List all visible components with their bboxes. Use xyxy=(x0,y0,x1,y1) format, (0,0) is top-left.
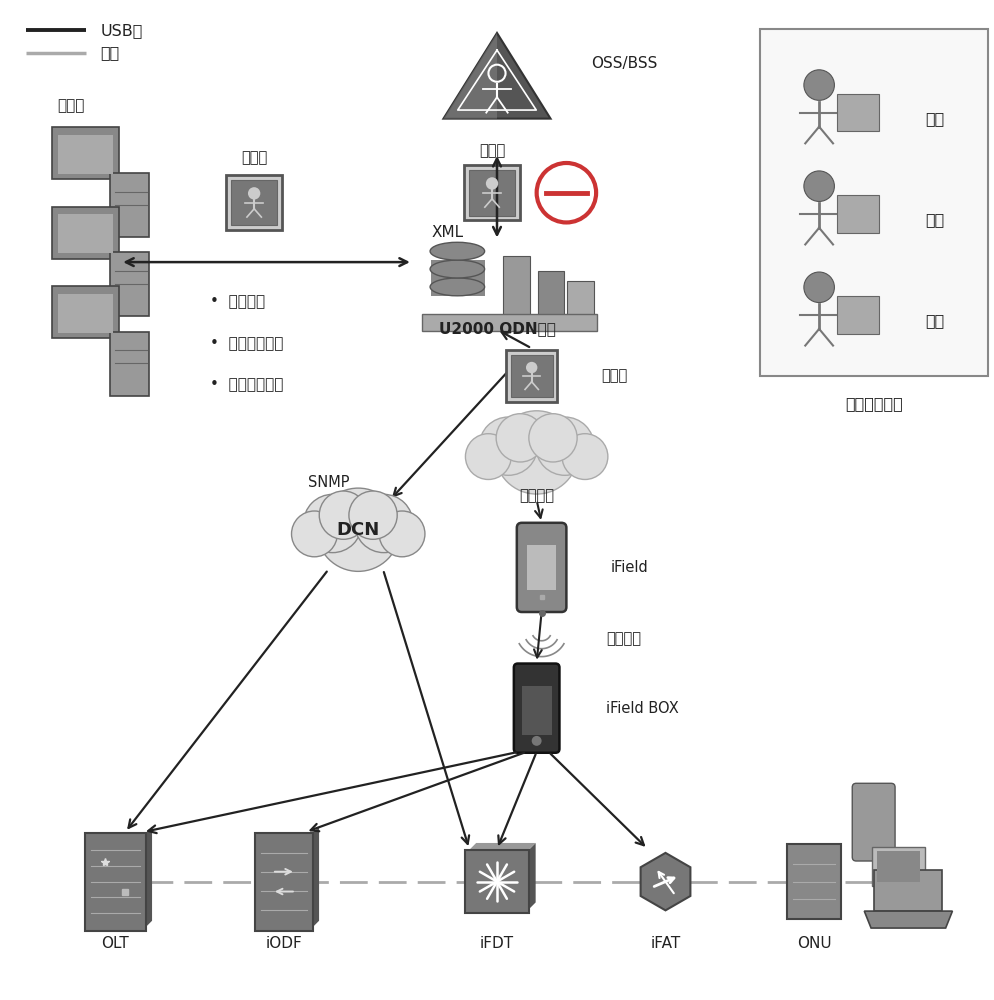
FancyBboxPatch shape xyxy=(538,271,565,328)
Circle shape xyxy=(319,491,368,539)
Circle shape xyxy=(496,414,545,462)
Text: U2000 ODN网管: U2000 ODN网管 xyxy=(438,322,556,337)
Text: iFAT: iFAT xyxy=(650,936,681,951)
FancyBboxPatch shape xyxy=(109,332,149,396)
Circle shape xyxy=(479,417,538,475)
Text: DCN: DCN xyxy=(337,521,380,539)
Polygon shape xyxy=(640,853,691,910)
FancyBboxPatch shape xyxy=(877,851,920,882)
Circle shape xyxy=(379,511,425,557)
Circle shape xyxy=(532,736,542,746)
Text: 黑客: 黑客 xyxy=(925,111,944,126)
Ellipse shape xyxy=(430,242,485,260)
Polygon shape xyxy=(875,870,942,911)
Text: OSS/BSS: OSS/BSS xyxy=(591,56,658,71)
FancyBboxPatch shape xyxy=(52,207,119,259)
Circle shape xyxy=(486,177,498,190)
FancyBboxPatch shape xyxy=(503,256,530,328)
Text: iFDT: iFDT xyxy=(480,936,514,951)
FancyBboxPatch shape xyxy=(837,296,880,334)
FancyBboxPatch shape xyxy=(787,844,841,919)
FancyBboxPatch shape xyxy=(852,783,895,861)
Text: 防火墙: 防火墙 xyxy=(241,150,267,165)
Text: 蓝牙通信: 蓝牙通信 xyxy=(606,631,641,646)
FancyBboxPatch shape xyxy=(568,281,594,328)
Text: USB线: USB线 xyxy=(100,23,143,38)
FancyBboxPatch shape xyxy=(506,350,558,402)
Polygon shape xyxy=(443,33,551,119)
Polygon shape xyxy=(144,827,152,929)
Text: •  帐户安全策略: • 帐户安全策略 xyxy=(210,336,283,351)
FancyBboxPatch shape xyxy=(759,29,988,376)
Circle shape xyxy=(349,491,398,539)
FancyBboxPatch shape xyxy=(837,195,880,233)
FancyBboxPatch shape xyxy=(52,286,119,338)
Circle shape xyxy=(562,434,608,479)
FancyBboxPatch shape xyxy=(227,175,282,230)
Text: 光纤: 光纤 xyxy=(100,45,119,60)
Circle shape xyxy=(804,70,834,100)
Circle shape xyxy=(355,494,413,553)
Text: •  地址访问控制: • 地址访问控制 xyxy=(210,378,283,393)
Text: OLT: OLT xyxy=(101,936,129,951)
FancyBboxPatch shape xyxy=(254,833,313,931)
Polygon shape xyxy=(311,827,319,929)
FancyBboxPatch shape xyxy=(109,252,149,316)
FancyBboxPatch shape xyxy=(84,833,146,931)
Text: 病毒: 病毒 xyxy=(925,313,944,328)
Circle shape xyxy=(495,411,579,494)
Text: 无线网络: 无线网络 xyxy=(519,488,554,503)
Circle shape xyxy=(537,163,596,222)
FancyBboxPatch shape xyxy=(465,850,529,913)
Text: ONU: ONU xyxy=(797,936,832,951)
FancyBboxPatch shape xyxy=(232,180,277,225)
Text: 防火墙: 防火墙 xyxy=(479,143,505,158)
Circle shape xyxy=(536,417,594,475)
Text: XML: XML xyxy=(431,225,463,240)
FancyBboxPatch shape xyxy=(421,314,597,331)
FancyBboxPatch shape xyxy=(872,847,925,886)
Text: iField BOX: iField BOX xyxy=(606,701,679,716)
Text: •  集中认证: • 集中认证 xyxy=(210,294,264,309)
Polygon shape xyxy=(467,843,536,852)
Circle shape xyxy=(529,414,578,462)
Text: iODF: iODF xyxy=(265,936,302,951)
FancyBboxPatch shape xyxy=(511,355,553,397)
Text: 安全免疫系统: 安全免疫系统 xyxy=(845,396,903,411)
Text: SNMP: SNMP xyxy=(308,475,349,490)
Circle shape xyxy=(291,511,337,557)
FancyBboxPatch shape xyxy=(109,173,149,237)
FancyBboxPatch shape xyxy=(430,278,485,296)
FancyBboxPatch shape xyxy=(469,170,515,216)
FancyBboxPatch shape xyxy=(527,545,557,590)
Polygon shape xyxy=(527,843,536,911)
FancyBboxPatch shape xyxy=(59,135,112,174)
Circle shape xyxy=(804,171,834,201)
FancyBboxPatch shape xyxy=(430,260,485,278)
Circle shape xyxy=(317,488,400,571)
Text: 蠕虫: 蠕虫 xyxy=(925,212,944,227)
Circle shape xyxy=(248,187,260,200)
Circle shape xyxy=(526,362,538,373)
FancyBboxPatch shape xyxy=(52,127,119,179)
Ellipse shape xyxy=(430,260,485,278)
Text: iField: iField xyxy=(611,560,649,575)
FancyBboxPatch shape xyxy=(837,94,880,131)
Text: 客户端: 客户端 xyxy=(57,98,84,113)
Circle shape xyxy=(804,272,834,303)
FancyBboxPatch shape xyxy=(522,686,552,735)
FancyBboxPatch shape xyxy=(514,664,560,753)
Text: 防火墙: 防火墙 xyxy=(601,369,627,384)
FancyBboxPatch shape xyxy=(59,294,112,333)
Polygon shape xyxy=(865,911,952,928)
Circle shape xyxy=(303,494,362,553)
Circle shape xyxy=(465,434,511,479)
FancyBboxPatch shape xyxy=(517,523,567,612)
FancyBboxPatch shape xyxy=(59,214,112,253)
FancyBboxPatch shape xyxy=(464,165,520,220)
Ellipse shape xyxy=(430,278,485,296)
Polygon shape xyxy=(443,33,497,119)
